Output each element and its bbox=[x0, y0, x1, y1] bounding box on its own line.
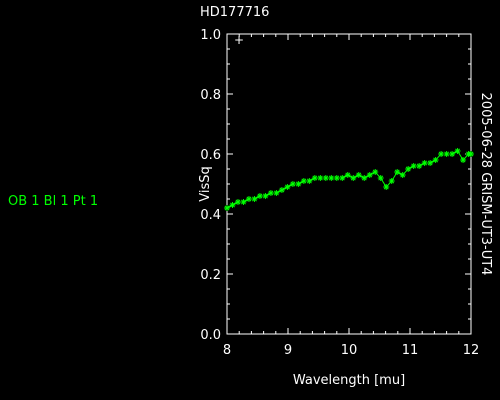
y-tick-label: 0.8 bbox=[200, 88, 221, 103]
data-point bbox=[372, 169, 379, 175]
data-point bbox=[278, 187, 285, 193]
y-tick-label: 0.0 bbox=[200, 328, 221, 343]
data-point bbox=[388, 178, 395, 184]
plot-frame bbox=[226, 33, 472, 335]
data-point bbox=[322, 175, 329, 181]
data-point bbox=[438, 151, 445, 157]
right-side-label: 2005-06-28 GRISM-UT3-UT4 bbox=[478, 93, 493, 276]
data-point bbox=[394, 169, 401, 175]
y-tick-label: 1.0 bbox=[200, 28, 221, 43]
data-point bbox=[256, 193, 263, 199]
data-point bbox=[355, 172, 362, 178]
data-point bbox=[449, 151, 456, 157]
data-point bbox=[339, 175, 346, 181]
data-point bbox=[427, 160, 434, 166]
y-tick-label: 0.6 bbox=[200, 148, 221, 163]
data-point bbox=[443, 151, 450, 157]
y-tick-label: 0.4 bbox=[200, 208, 221, 223]
observation-label: OB 1 Bl 1 Pt 1 bbox=[8, 194, 99, 209]
data-point bbox=[328, 175, 335, 181]
data-point bbox=[306, 178, 313, 184]
y-tick-label: 0.2 bbox=[200, 268, 221, 283]
data-point bbox=[421, 160, 428, 166]
data-point bbox=[267, 190, 274, 196]
data-point bbox=[366, 172, 373, 178]
data-point bbox=[361, 175, 368, 181]
data-point bbox=[245, 196, 252, 202]
data-point bbox=[251, 196, 258, 202]
data-point bbox=[234, 199, 241, 205]
x-tick-label: 8 bbox=[223, 343, 231, 358]
data-point bbox=[405, 166, 412, 172]
data-point bbox=[300, 178, 307, 184]
data-point bbox=[460, 157, 467, 163]
data-point bbox=[333, 175, 340, 181]
data-point bbox=[311, 175, 318, 181]
data-point bbox=[383, 184, 390, 190]
data-point bbox=[317, 175, 324, 181]
x-axis-label: Wavelength [mu] bbox=[293, 373, 405, 388]
chart-title: HD177716 bbox=[200, 5, 269, 20]
y-axis-label: VisSq bbox=[198, 166, 213, 202]
data-point bbox=[416, 163, 423, 169]
data-point bbox=[240, 199, 247, 205]
data-point bbox=[295, 181, 302, 187]
data-point bbox=[454, 148, 461, 154]
data-point bbox=[344, 172, 351, 178]
data-point bbox=[468, 151, 474, 157]
data-point bbox=[284, 184, 291, 190]
x-tick-label: 12 bbox=[463, 343, 480, 358]
data-point bbox=[410, 163, 417, 169]
data-point bbox=[229, 202, 236, 208]
series-group bbox=[224, 148, 474, 211]
data-point bbox=[224, 205, 230, 211]
data-point bbox=[350, 175, 357, 181]
data-point bbox=[289, 181, 296, 187]
axis-ticks: 8 9 10 11 12 0.0 0.2 0.4 0.6 0.8 1.0 bbox=[200, 28, 479, 358]
data-point bbox=[262, 193, 269, 199]
x-tick-label: 10 bbox=[341, 343, 358, 358]
data-point bbox=[432, 157, 439, 163]
data-point bbox=[273, 190, 280, 196]
top-left-marker: + bbox=[234, 33, 244, 47]
series-line bbox=[226, 150, 471, 209]
x-tick-label: 9 bbox=[284, 343, 292, 358]
data-point bbox=[377, 175, 384, 181]
data-point bbox=[399, 172, 406, 178]
x-tick-label: 11 bbox=[402, 343, 419, 358]
